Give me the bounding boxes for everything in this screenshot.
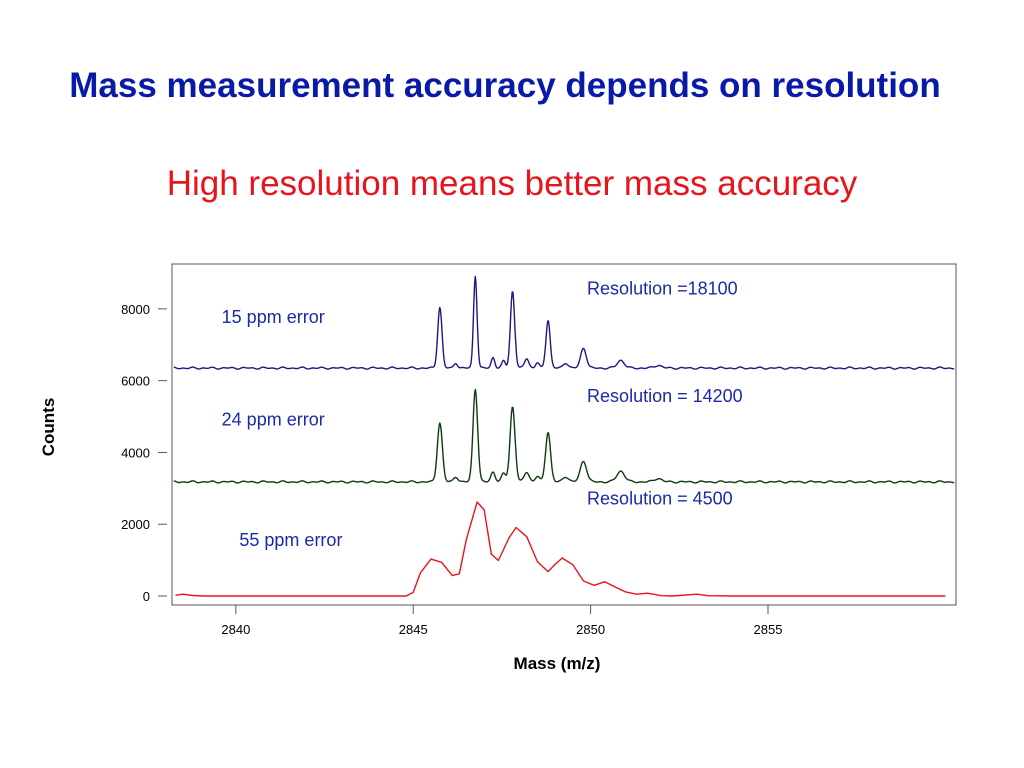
x-tick-label: 2840 xyxy=(221,622,250,637)
slide-subtitle: High resolution means better mass accura… xyxy=(166,164,858,203)
plot-frame xyxy=(171,263,957,606)
y-tick-label: 0 xyxy=(143,589,150,604)
y-tick-label: 6000 xyxy=(121,374,150,389)
axes: 2840 2845 2850 2855 0 2000 4000 6000 8000 xyxy=(121,302,782,637)
y-tick-label: 2000 xyxy=(121,517,150,532)
series-line-mid xyxy=(173,388,955,484)
annotation-label: 15 ppm error xyxy=(222,307,325,327)
annotation-label: 55 ppm error xyxy=(239,530,342,550)
x-tick-label: 2850 xyxy=(576,622,605,637)
x-tick-label: 2845 xyxy=(399,622,428,637)
series-line-bottom xyxy=(175,501,946,597)
annotation-label: Resolution =18100 xyxy=(587,279,738,299)
x-tick-label: 2855 xyxy=(754,622,783,637)
x-axis-label: Mass (m/z) xyxy=(514,654,601,673)
y-tick-label: 4000 xyxy=(121,445,150,460)
annotation-label: Resolution = 4500 xyxy=(587,488,733,508)
slide-title: Mass measurement accuracy depends on res… xyxy=(69,66,941,105)
y-tick-label: 8000 xyxy=(121,302,150,317)
annotation-label: Resolution = 14200 xyxy=(587,386,743,406)
annotations: Resolution =18100 15 ppm error Resolution … xyxy=(222,279,743,550)
y-axis-label: Counts xyxy=(39,398,58,457)
series-group xyxy=(173,275,955,597)
series-line-top xyxy=(173,275,955,370)
annotation-label: 24 ppm error xyxy=(222,410,325,430)
